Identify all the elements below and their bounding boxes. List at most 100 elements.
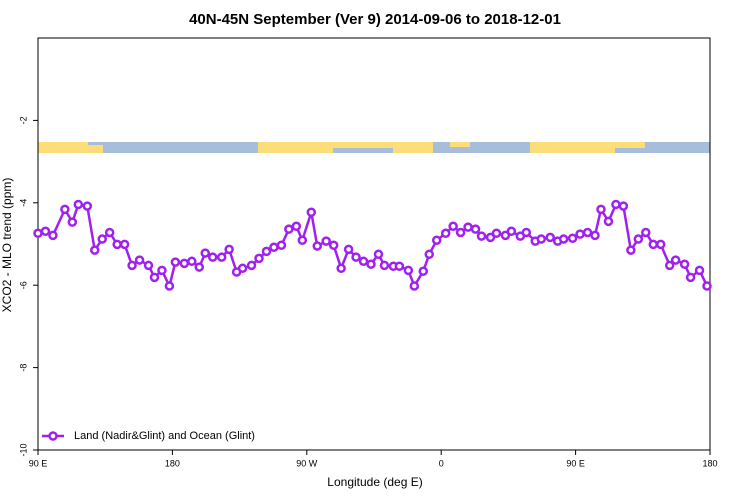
- point: [254, 253, 264, 264]
- point: [664, 260, 675, 271]
- point: [246, 260, 257, 271]
- point: [575, 229, 585, 239]
- point: [89, 245, 100, 255]
- point: [207, 252, 218, 262]
- point: [418, 266, 429, 276]
- point: [685, 272, 696, 283]
- point: [328, 240, 339, 250]
- series-line: [37, 203, 709, 290]
- point: [97, 234, 107, 244]
- point: [379, 260, 390, 271]
- point: [670, 255, 681, 265]
- x-tick-label: 90 E: [566, 458, 585, 468]
- point: [431, 235, 442, 246]
- point: [112, 239, 122, 250]
- point: [611, 199, 621, 210]
- y-tick-label: -10: [18, 443, 28, 456]
- point: [306, 207, 317, 218]
- point: [40, 226, 51, 236]
- point: [409, 281, 420, 291]
- point: [618, 201, 629, 211]
- point: [373, 249, 384, 260]
- point: [48, 230, 58, 241]
- point: [73, 199, 84, 210]
- x-tick-label: 90 W: [296, 458, 318, 468]
- point: [655, 239, 666, 250]
- point: [351, 252, 361, 262]
- point: [626, 245, 636, 255]
- point: [284, 224, 294, 234]
- legend-marker: [48, 431, 58, 441]
- point: [440, 228, 451, 239]
- point: [82, 201, 93, 211]
- point: [291, 221, 302, 232]
- point: [448, 221, 458, 232]
- point: [567, 233, 578, 243]
- point: [470, 224, 481, 234]
- point: [33, 228, 43, 239]
- point: [455, 227, 466, 238]
- point: [194, 262, 205, 272]
- point: [500, 230, 511, 241]
- point: [582, 227, 593, 238]
- point: [67, 217, 78, 227]
- point: [403, 265, 414, 276]
- y-tick-label: -2: [18, 116, 28, 124]
- legend-label: Land (Nadir&Glint) and Ocean (Glint): [74, 430, 255, 442]
- point: [119, 239, 130, 250]
- chart-title: 40N-45N September (Ver 9) 2014-09-06 to …: [189, 11, 561, 28]
- y-axis-label: XCO2 - MLO trend (ppm): [0, 178, 14, 313]
- x-axis-label: Longitude (deg E): [327, 475, 422, 489]
- point: [366, 259, 376, 269]
- point: [297, 235, 308, 246]
- point: [679, 259, 690, 269]
- point: [358, 256, 369, 267]
- point: [179, 258, 190, 269]
- point: [164, 281, 175, 291]
- y-tick-label: -4: [18, 199, 28, 207]
- point: [476, 231, 487, 241]
- point: [596, 204, 606, 215]
- point: [491, 228, 502, 239]
- point: [424, 249, 435, 260]
- point: [633, 234, 644, 244]
- point: [702, 281, 712, 291]
- land-ocean-band: [38, 142, 710, 153]
- point: [134, 255, 145, 265]
- y-tick-label: -8: [18, 364, 28, 372]
- x-tick-label: 90 E: [29, 458, 48, 468]
- point: [269, 242, 279, 253]
- y-tick-label: -6: [18, 281, 28, 289]
- point: [276, 240, 287, 250]
- point: [170, 257, 181, 267]
- x-tick-label: 0: [439, 458, 444, 468]
- point: [336, 263, 346, 274]
- point: [157, 265, 167, 276]
- point: [485, 232, 496, 243]
- point: [394, 261, 405, 271]
- point: [149, 272, 160, 283]
- point: [321, 236, 331, 246]
- point: [521, 227, 532, 238]
- point: [694, 265, 705, 276]
- point: [216, 252, 227, 262]
- point: [237, 263, 248, 274]
- point: [312, 241, 323, 251]
- point: [343, 244, 354, 255]
- point: [463, 222, 473, 232]
- point: [603, 216, 614, 227]
- point: [143, 260, 154, 271]
- point: [590, 230, 600, 241]
- point: [506, 226, 517, 236]
- point: [558, 234, 569, 244]
- x-tick-label: 180: [165, 458, 180, 468]
- point: [224, 244, 234, 255]
- point: [200, 248, 211, 258]
- point: [536, 234, 547, 244]
- point: [648, 239, 659, 250]
- plot-frame: [37, 37, 711, 451]
- point: [127, 260, 137, 271]
- point: [641, 227, 651, 238]
- point: [60, 204, 70, 215]
- x-tick-label: 180: [702, 458, 717, 468]
